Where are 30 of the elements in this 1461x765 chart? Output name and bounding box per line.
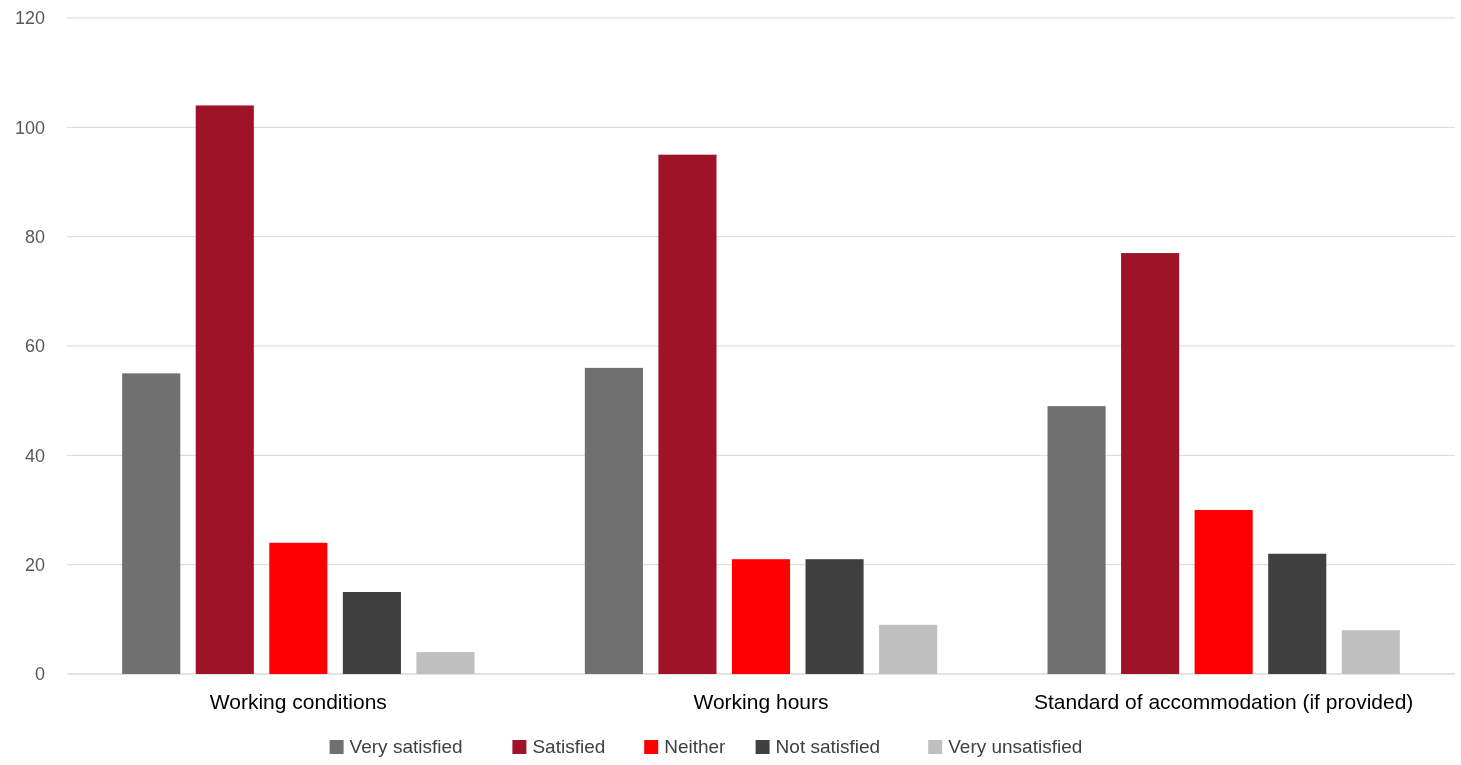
bar	[584, 367, 643, 674]
y-tick-label: 60	[24, 336, 45, 357]
bar	[416, 652, 475, 674]
bar	[879, 624, 938, 674]
y-tick-label: 80	[24, 226, 45, 247]
bar	[805, 559, 864, 674]
bar	[269, 542, 328, 674]
legend-label: Not satisfied	[775, 736, 881, 757]
x-tick-label: Working hours	[693, 690, 829, 713]
bar	[1047, 406, 1106, 674]
legend-label: Very satisfied	[349, 736, 463, 757]
legend-label: Satisfied	[532, 736, 606, 757]
y-tick-label: 40	[24, 445, 45, 466]
bar	[1341, 630, 1400, 674]
legend-label: Very unsatisfied	[948, 736, 1083, 757]
bar	[342, 592, 401, 674]
bar	[731, 559, 791, 674]
legend-label: Neither	[664, 736, 727, 757]
bar	[1268, 553, 1327, 674]
bar	[122, 373, 181, 674]
bar	[1121, 253, 1180, 674]
bar	[658, 154, 717, 674]
y-tick-label: 100	[14, 117, 45, 138]
bar	[195, 105, 254, 674]
x-tick-label: Standard of accommodation (if provided)	[1033, 690, 1414, 713]
y-tick-label: 0	[34, 664, 45, 685]
bar	[1194, 510, 1253, 674]
y-tick-label: 120	[14, 8, 45, 29]
y-tick-label: 20	[24, 554, 45, 575]
x-tick-label: Working conditions	[209, 690, 387, 713]
